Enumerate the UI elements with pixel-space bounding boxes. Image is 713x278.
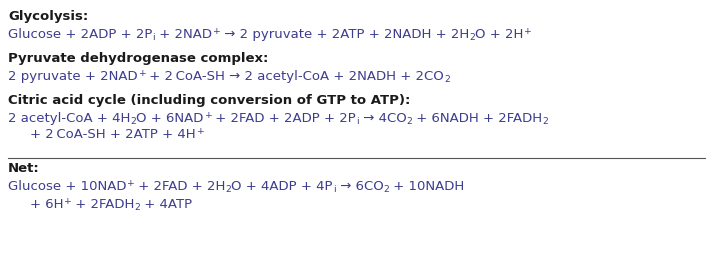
Text: Glycolysis:: Glycolysis: (8, 10, 88, 23)
Text: Citric acid cycle (including conversion of GTP to ATP):: Citric acid cycle (including conversion … (8, 94, 411, 107)
Text: 2 pyruvate + 2NAD: 2 pyruvate + 2NAD (8, 70, 138, 83)
Text: → 4CO: → 4CO (359, 112, 406, 125)
Text: 2: 2 (384, 185, 389, 195)
Text: Glucose + 2ADP + 2P: Glucose + 2ADP + 2P (8, 28, 153, 41)
Text: + 2FADH: + 2FADH (71, 198, 135, 211)
Text: +: + (523, 28, 531, 36)
Text: O + 2H: O + 2H (475, 28, 523, 41)
Text: i: i (333, 185, 336, 195)
Text: +: + (63, 197, 71, 207)
Text: +: + (126, 180, 134, 188)
Text: Glucose + 10NAD: Glucose + 10NAD (8, 180, 126, 193)
Text: O + 6NAD: O + 6NAD (136, 112, 204, 125)
Text: +: + (204, 111, 211, 120)
Text: +: + (212, 28, 220, 36)
Text: Net:: Net: (8, 162, 40, 175)
Text: 2: 2 (543, 118, 548, 126)
Text: 2: 2 (406, 118, 412, 126)
Text: + 10NADH: + 10NADH (389, 180, 464, 193)
Text: + 2 CoA-SH + 2ATP + 4H: + 2 CoA-SH + 2ATP + 4H (30, 128, 195, 141)
Text: + 6H: + 6H (30, 198, 63, 211)
Text: 2: 2 (469, 34, 475, 43)
Text: Pyruvate dehydrogenase complex:: Pyruvate dehydrogenase complex: (8, 52, 268, 65)
Text: i: i (153, 34, 155, 43)
Text: 2: 2 (130, 118, 136, 126)
Text: + 2NAD: + 2NAD (155, 28, 212, 41)
Text: + 4ATP: + 4ATP (140, 198, 193, 211)
Text: 2: 2 (225, 185, 232, 195)
Text: O + 4ADP + 4P: O + 4ADP + 4P (232, 180, 333, 193)
Text: +: + (138, 70, 145, 78)
Text: 2 acetyl-CoA + 4H: 2 acetyl-CoA + 4H (8, 112, 130, 125)
Text: +: + (195, 128, 203, 136)
Text: 2: 2 (444, 76, 450, 85)
Text: i: i (356, 118, 359, 126)
Text: → 6CO: → 6CO (336, 180, 384, 193)
Text: + 2 CoA-SH → 2 acetyl-CoA + 2NADH + 2CO: + 2 CoA-SH → 2 acetyl-CoA + 2NADH + 2CO (145, 70, 444, 83)
Text: 2: 2 (135, 203, 140, 212)
Text: + 6NADH + 2FADH: + 6NADH + 2FADH (412, 112, 543, 125)
Text: + 2FAD + 2H: + 2FAD + 2H (134, 180, 225, 193)
Text: + 2FAD + 2ADP + 2P: + 2FAD + 2ADP + 2P (211, 112, 356, 125)
Text: → 2 pyruvate + 2ATP + 2NADH + 2H: → 2 pyruvate + 2ATP + 2NADH + 2H (220, 28, 469, 41)
